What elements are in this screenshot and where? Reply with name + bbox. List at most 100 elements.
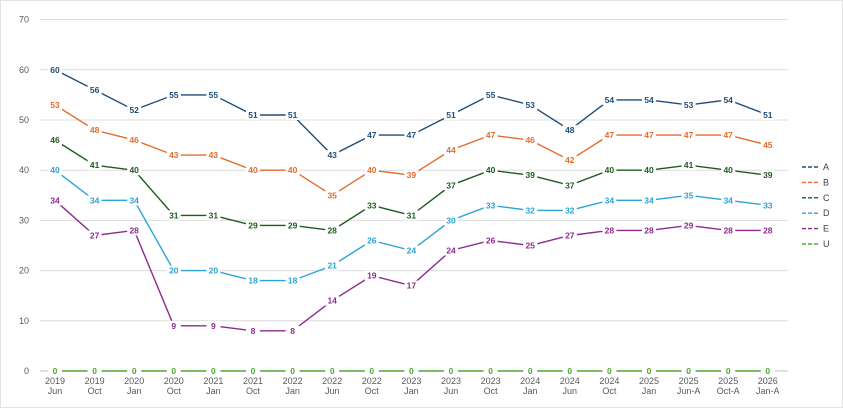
data-label-bg xyxy=(404,245,419,256)
data-label-A: 55 xyxy=(486,90,496,100)
data-label-C: 40 xyxy=(129,165,139,175)
data-label-A: 56 xyxy=(90,85,100,95)
x-tick-label-period: Jan xyxy=(285,386,300,396)
data-label-bg xyxy=(483,200,498,211)
data-label-U: 0 xyxy=(528,366,533,376)
data-label-A: 55 xyxy=(169,90,179,100)
x-tick-label-period: Oct-A xyxy=(717,386,740,396)
data-label-bg xyxy=(523,205,538,216)
data-label-bg xyxy=(285,109,300,120)
data-label-E: 8 xyxy=(251,326,256,336)
data-label-B: 47 xyxy=(684,130,694,140)
data-label-A: 60 xyxy=(50,65,60,75)
data-label-C: 31 xyxy=(407,210,417,220)
data-label-U: 0 xyxy=(53,366,58,376)
x-tick-label-year: 2023 xyxy=(481,376,501,386)
data-label-bg xyxy=(285,366,300,376)
data-label-bg xyxy=(285,325,300,336)
data-label-A: 47 xyxy=(407,130,417,140)
data-label-bg xyxy=(325,295,340,306)
data-label-bg xyxy=(523,99,538,110)
data-label-bg xyxy=(127,135,142,146)
legend-label-B: B xyxy=(823,177,829,187)
data-label-U: 0 xyxy=(567,366,572,376)
data-label-bg xyxy=(404,210,419,221)
data-label-bg xyxy=(48,366,62,376)
data-label-bg xyxy=(364,235,379,246)
data-label-B: 40 xyxy=(367,165,377,175)
x-tick-label-period: Oct xyxy=(246,386,261,396)
data-label-bg xyxy=(681,99,696,110)
x-tick-label-year: 2025 xyxy=(718,376,738,386)
data-label-C: 41 xyxy=(684,160,694,170)
data-label-U: 0 xyxy=(765,366,770,376)
data-label-bg xyxy=(444,109,458,120)
x-tick-label-year: 2022 xyxy=(362,376,382,386)
data-label-B: 47 xyxy=(486,130,496,140)
data-label-U: 0 xyxy=(171,366,176,376)
legend-label-A: A xyxy=(823,162,829,172)
x-tick-label-year: 2023 xyxy=(441,376,461,386)
data-label-A: 53 xyxy=(525,100,535,110)
data-label-bg xyxy=(166,265,181,276)
x-tick-label-year: 2022 xyxy=(322,376,342,386)
data-label-A: 52 xyxy=(129,105,139,115)
data-label-bg xyxy=(246,325,260,336)
data-label-A: 51 xyxy=(288,110,298,120)
data-label-bg xyxy=(602,225,617,236)
data-label-A: 48 xyxy=(565,125,575,135)
data-label-bg xyxy=(404,280,419,291)
data-label-bg xyxy=(444,180,458,191)
data-label-bg xyxy=(562,125,577,136)
data-label-bg xyxy=(642,366,656,376)
data-label-D: 32 xyxy=(565,205,575,215)
data-label-bg xyxy=(721,225,736,236)
x-tick-label-year: 2020 xyxy=(124,376,144,386)
data-label-bg xyxy=(87,160,102,171)
data-label-bg xyxy=(206,150,221,161)
data-label-C: 39 xyxy=(525,170,535,180)
data-label-bg xyxy=(87,125,102,136)
data-label-bg xyxy=(166,366,181,376)
data-label-U: 0 xyxy=(251,366,256,376)
data-label-bg xyxy=(285,275,300,286)
data-label-bg xyxy=(681,366,696,376)
data-label-bg xyxy=(364,366,379,376)
data-label-B: 46 xyxy=(129,135,139,145)
data-label-bg xyxy=(325,225,340,236)
data-label-bg xyxy=(206,265,221,276)
x-tick-label-year: 2026 xyxy=(758,376,778,386)
data-label-bg xyxy=(602,130,617,141)
data-label-E: 19 xyxy=(367,271,377,281)
data-label-bg xyxy=(602,195,617,206)
data-label-U: 0 xyxy=(488,366,493,376)
data-label-D: 34 xyxy=(90,195,100,205)
x-tick-label-period: Jan xyxy=(404,386,419,396)
data-label-C: 39 xyxy=(763,170,773,180)
x-tick-label-period: Jan xyxy=(206,386,221,396)
data-label-E: 9 xyxy=(171,321,176,331)
data-label-bg xyxy=(127,195,142,206)
data-label-bg xyxy=(602,366,617,376)
data-label-bg xyxy=(364,130,379,141)
data-label-E: 28 xyxy=(644,225,654,235)
data-label-bg xyxy=(206,210,221,221)
data-label-D: 18 xyxy=(248,276,258,286)
data-label-B: 42 xyxy=(565,155,575,165)
data-label-C: 40 xyxy=(644,165,654,175)
data-label-D: 34 xyxy=(129,195,139,205)
data-label-bg xyxy=(444,245,458,256)
x-tick-label-year: 2019 xyxy=(45,376,65,386)
data-label-bg xyxy=(444,366,458,376)
data-label-C: 28 xyxy=(327,225,337,235)
x-tick-label-year: 2021 xyxy=(203,376,223,386)
data-label-D: 30 xyxy=(446,215,456,225)
y-axis-ticks: 0 10 20 30 40 50 60 70 xyxy=(19,15,29,376)
x-tick-label-year: 2025 xyxy=(639,376,659,386)
data-label-bg xyxy=(642,165,656,176)
data-label-B: 40 xyxy=(288,165,298,175)
data-label-bg xyxy=(681,160,696,171)
data-label-D: 18 xyxy=(288,276,298,286)
